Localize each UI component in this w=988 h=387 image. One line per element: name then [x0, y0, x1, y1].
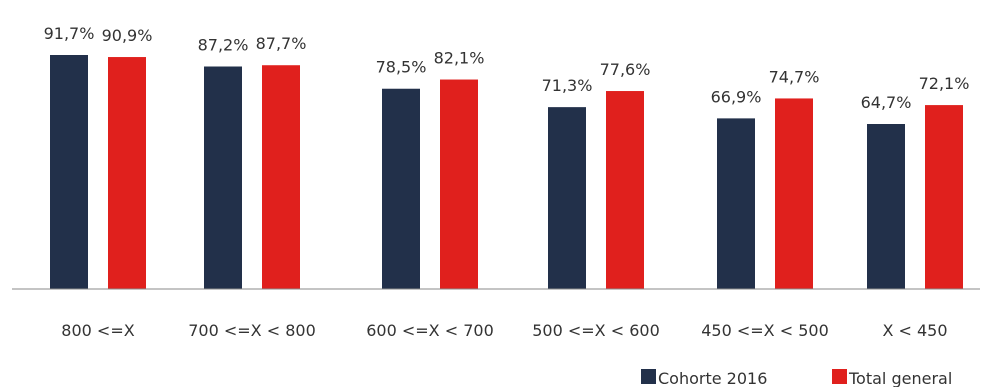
bar-total-general-4 [775, 98, 813, 289]
value-label-total-general-0: 90,9% [102, 26, 153, 45]
value-label-cohorte-2016-5: 64,7% [861, 93, 912, 112]
bar-total-general-3 [606, 91, 644, 290]
value-labels-group: 91,7% 90,9% 87,2% 87,7% 78,5% 82,1% 71,3% 77,6%… [44, 24, 970, 112]
legend-label-total-general: Total general [848, 369, 952, 387]
value-label-cohorte-2016-4: 66,9% [711, 87, 762, 106]
bar-total-general-0 [108, 57, 146, 289]
category-labels-group: 800 <=X 700 <=X < 800 600 <=X < 700 500 <=X… [61, 321, 947, 340]
value-label-cohorte-2016-3: 71,3% [542, 76, 593, 95]
bars-group [50, 55, 963, 290]
category-label-4: 450 <=X < 500 [701, 321, 829, 340]
value-label-total-general-4: 74,7% [769, 67, 820, 86]
value-label-total-general-2: 82,1% [434, 49, 485, 68]
bar-cohorte-2016-3 [548, 107, 586, 289]
bar-cohorte-2016-5 [867, 124, 905, 289]
bar-cohorte-2016-2 [382, 88, 420, 289]
value-label-total-general-3: 77,6% [600, 60, 651, 79]
bar-cohorte-2016-0 [50, 55, 88, 289]
value-label-total-general-1: 87,7% [256, 34, 307, 53]
bar-total-general-2 [440, 79, 478, 290]
legend-swatch-cohorte-2016 [641, 369, 656, 384]
bar-cohorte-2016-4 [717, 118, 755, 289]
bar-total-general-1 [262, 65, 300, 289]
legend-swatch-total-general [832, 369, 847, 384]
value-label-cohorte-2016-0: 91,7% [44, 24, 95, 43]
category-label-2: 600 <=X < 700 [366, 321, 494, 340]
bar-cohorte-2016-1 [204, 66, 242, 289]
category-label-0: 800 <=X [61, 321, 134, 340]
category-label-5: X < 450 [882, 321, 947, 340]
value-label-cohorte-2016-2: 78,5% [376, 58, 427, 77]
value-label-cohorte-2016-1: 87,2% [198, 36, 249, 55]
legend-label-cohorte-2016: Cohorte 2016 [658, 369, 767, 387]
value-label-total-general-5: 72,1% [919, 74, 970, 93]
category-label-3: 500 <=X < 600 [532, 321, 660, 340]
category-label-1: 700 <=X < 800 [188, 321, 316, 340]
bar-total-general-5 [925, 105, 963, 289]
legend: Cohorte 2016 Total general [641, 369, 952, 387]
